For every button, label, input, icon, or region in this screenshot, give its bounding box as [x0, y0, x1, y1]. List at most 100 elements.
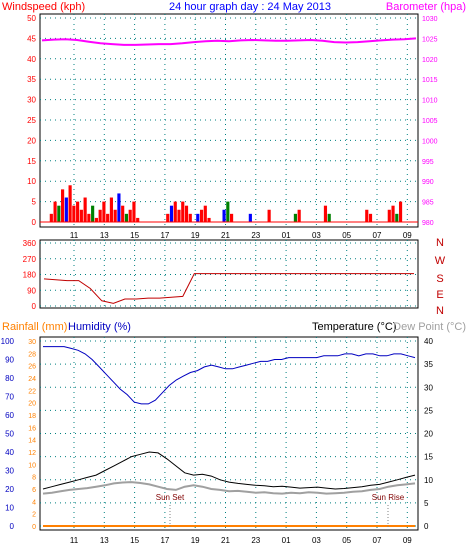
windspeed-bar	[98, 209, 102, 222]
wind-x-tick-label: 03	[312, 231, 321, 240]
temperature-y-tick-label: 35	[424, 360, 433, 369]
rainfall-y-tick-label: 8	[32, 475, 36, 482]
temperature-x-tick-label: 23	[251, 536, 260, 545]
wind-y-tick-label: 25	[27, 116, 36, 125]
windspeed-bar	[203, 205, 207, 222]
windspeed-bar	[83, 197, 87, 222]
barometer-y-tick-label: 1020	[422, 57, 438, 64]
dew-point-line	[42, 481, 416, 495]
barometer-y-tick-label: 995	[422, 159, 434, 166]
windspeed-bar	[68, 185, 72, 222]
windspeed-bar	[177, 209, 181, 222]
wind-x-tick-label: 05	[342, 231, 351, 240]
windspeed-bar	[365, 209, 369, 222]
temperature-y-tick-label: 10	[424, 476, 433, 485]
wind-y-tick-label: 40	[27, 55, 36, 64]
direction-y-ticks: 0 90 180 270 360	[23, 239, 37, 311]
temperature-panel-grid	[40, 337, 418, 530]
temperature-x-tick-label: 17	[160, 536, 169, 545]
temperature-y-ticks: 0 5 10 15 20 25 30 35 40	[424, 337, 433, 531]
barometer-y-tick-label: 990	[422, 179, 434, 186]
sunset-label: Sun Set	[156, 493, 185, 502]
temperature-x-ticks: 11 13 15 17 19 21 23 01 03 05 07 09	[70, 536, 412, 545]
direction-compass-label: W	[435, 255, 446, 267]
rainfall-y-tick-label: 16	[28, 425, 36, 432]
windspeed-bar	[188, 213, 192, 222]
windspeed-bar	[87, 213, 91, 222]
windspeed-bar	[76, 201, 80, 222]
wind-y-tick-label: 20	[27, 136, 36, 145]
rainfall-y-tick-label: 14	[28, 438, 36, 445]
windspeed-bar	[368, 213, 373, 222]
rainfall-y-tick-label: 6	[32, 487, 36, 494]
temperature-x-tick-label: 01	[282, 536, 291, 545]
windspeed-bar	[293, 213, 297, 222]
wind-x-tick-label: 07	[373, 231, 382, 240]
barometer-y-tick-label: 980	[422, 220, 434, 227]
wind-x-tick-label: 19	[191, 231, 200, 240]
wind-panel-frame	[39, 13, 419, 228]
windspeed-bar	[169, 205, 174, 222]
temperature-axis-title: Temperature (°C)	[312, 321, 396, 333]
humidity-y-tick-label: 90	[5, 356, 14, 365]
direction-line	[43, 273, 414, 304]
windspeed-bar	[173, 201, 177, 222]
sun-markers: Sun Set Sun Rise	[156, 493, 405, 530]
windspeed-bar	[79, 209, 83, 222]
windspeed-bar	[49, 213, 53, 222]
direction-y-tick-label: 270	[23, 255, 37, 264]
temperature-x-tick-label: 07	[373, 536, 382, 545]
temperature-x-tick-label: 03	[312, 536, 321, 545]
barometer-y-tick-label: 1015	[422, 77, 438, 84]
direction-y-tick-label: 360	[23, 239, 37, 248]
humidity-y-tick-label: 0	[10, 522, 15, 531]
wind-x-tick-label: 13	[100, 231, 109, 240]
humidity-line	[43, 346, 416, 405]
direction-y-tick-label: 0	[32, 302, 37, 311]
wind-panel-grid	[40, 14, 418, 227]
windspeed-bar	[267, 209, 271, 222]
windspeed-bar	[230, 213, 234, 222]
humidity-y-tick-label: 100	[1, 337, 15, 346]
humidity-y-tick-label: 10	[5, 504, 14, 513]
windspeed-bar	[128, 209, 132, 222]
rainfall-y-tick-label: 30	[28, 339, 36, 346]
temperature-panel-frame	[39, 336, 419, 531]
wind-x-tick-label: 15	[130, 231, 139, 240]
windspeed-bar	[297, 209, 301, 222]
temperature-y-tick-label: 30	[424, 383, 433, 392]
temperature-x-tick-label: 13	[100, 536, 109, 545]
temperature-y-tick-label: 20	[424, 430, 433, 439]
wind-x-ticks: 11 13 15 17 19 21 23 01 03 05 07 09	[70, 231, 412, 240]
windspeed-bar	[72, 205, 76, 222]
windspeed-bar	[121, 205, 125, 222]
wind-x-tick-label: 09	[403, 231, 412, 240]
windspeed-bar	[398, 201, 403, 222]
windspeed-bar	[327, 213, 331, 222]
graph-title: 24 hour graph day : 24 May 2013	[169, 1, 331, 13]
temperature-y-tick-label: 25	[424, 406, 433, 415]
direction-compass-label: S	[436, 273, 443, 285]
windspeed-bar	[226, 201, 230, 222]
temperature-y-tick-label: 5	[424, 499, 429, 508]
rainfall-y-tick-label: 28	[28, 351, 36, 358]
temperature-y-tick-label: 40	[424, 337, 433, 346]
rainfall-y-tick-label: 20	[28, 401, 36, 408]
windspeed-bar	[109, 197, 113, 222]
direction-compass-label: E	[436, 289, 443, 301]
humidity-axis-title: Humidity (%)	[68, 321, 131, 333]
temperature-x-tick-label: 19	[191, 536, 200, 545]
windspeed-bar	[132, 201, 136, 222]
humidity-y-tick-label: 40	[5, 448, 14, 457]
barometer-y-tick-label: 1025	[422, 36, 438, 43]
wind-x-tick-label: 23	[251, 231, 260, 240]
rainfall-axis-title: Rainfall (mm)	[2, 321, 67, 333]
wind-y-tick-label: 15	[27, 157, 36, 166]
windspeed-bar	[323, 205, 328, 222]
windspeed-bar	[113, 209, 117, 222]
temperature-x-tick-label: 11	[70, 536, 79, 545]
barometer-y-tick-label: 1005	[422, 118, 438, 125]
humidity-y-tick-label: 50	[5, 430, 14, 439]
